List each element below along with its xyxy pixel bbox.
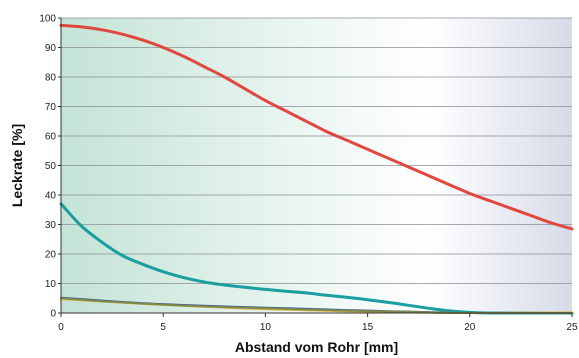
y-tick-label: 50 <box>45 161 57 172</box>
x-axis-title: Abstand vom Rohr [mm] <box>235 339 398 355</box>
y-axis-title: Leckrate [%] <box>9 124 25 207</box>
y-tick-label: 90 <box>45 43 57 54</box>
y-tick-label: 30 <box>45 220 57 231</box>
y-tick-label: 10 <box>45 279 57 290</box>
grid-lines <box>61 17 572 284</box>
x-tick-label: 10 <box>260 322 272 333</box>
y-tick-label: 100 <box>39 14 56 25</box>
y-tick-label: 0 <box>50 309 56 320</box>
x-tick-label: 0 <box>58 322 64 333</box>
x-tick-label: 15 <box>362 322 374 333</box>
x-tick-label: 5 <box>160 322 166 333</box>
y-tick-label: 20 <box>45 250 57 261</box>
y-tick-label: 70 <box>45 102 57 113</box>
tick-labels: 0 10 20 30 40 50 60 70 80 90 100 0 5 10 15 20 25 <box>39 14 578 334</box>
y-tick-label: 80 <box>45 73 57 84</box>
y-tick-label: 40 <box>45 191 57 202</box>
x-tick-label: 20 <box>464 322 476 333</box>
x-tick-label: 25 <box>566 322 578 333</box>
y-tick-label: 60 <box>45 132 57 143</box>
series-line-1 <box>59 23 574 231</box>
